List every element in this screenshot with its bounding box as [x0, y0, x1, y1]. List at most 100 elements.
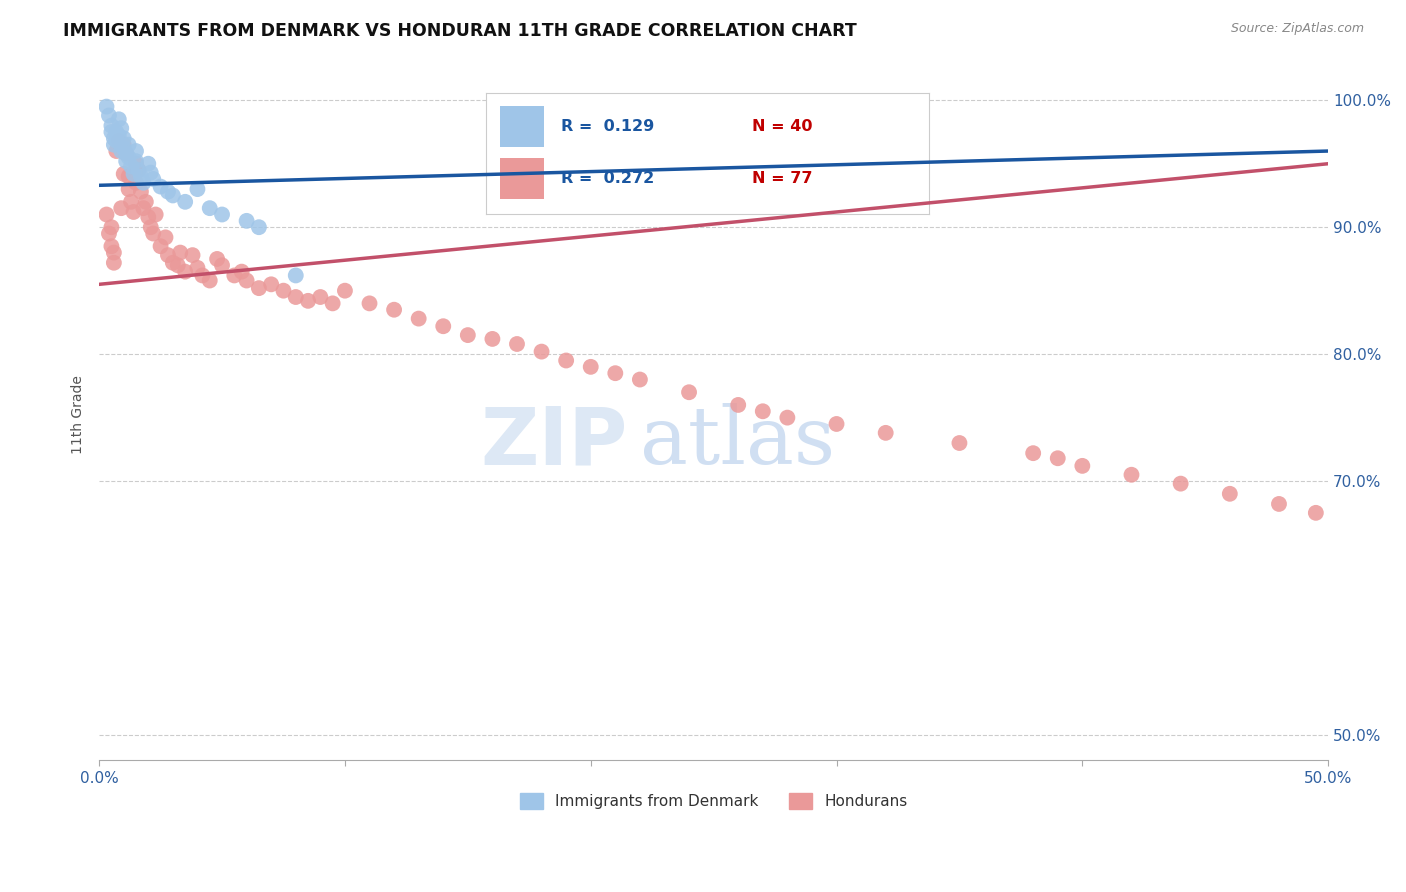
Point: [107, 134, 129, 148]
Point: [260, 277, 283, 292]
Point: [530, 344, 553, 359]
Point: [105, 144, 128, 158]
Point: [231, 265, 253, 279]
Point: [1071, 458, 1094, 473]
Point: [211, 207, 233, 221]
Point: [96, 207, 118, 221]
Point: [555, 95, 578, 110]
Point: [142, 172, 165, 186]
Point: [103, 131, 125, 145]
Point: [457, 328, 479, 343]
Point: [142, 227, 165, 241]
Point: [1268, 497, 1291, 511]
Point: [135, 194, 157, 209]
Point: [506, 337, 529, 351]
Point: [309, 290, 332, 304]
Point: [100, 220, 122, 235]
Point: [125, 157, 148, 171]
Point: [145, 207, 167, 221]
Point: [156, 248, 179, 262]
Point: [100, 239, 122, 253]
Point: [235, 214, 257, 228]
Point: [110, 144, 132, 158]
Point: [1305, 506, 1327, 520]
Point: [432, 319, 454, 334]
Point: [1121, 467, 1143, 482]
Point: [127, 163, 149, 178]
Point: [139, 220, 162, 235]
Point: [112, 131, 135, 145]
Point: [117, 150, 139, 164]
Point: [117, 182, 139, 196]
Point: [97, 227, 120, 241]
Point: [129, 169, 152, 184]
Point: [115, 146, 138, 161]
Point: [481, 332, 503, 346]
Point: [110, 201, 132, 215]
Point: [247, 220, 270, 235]
Point: [825, 417, 848, 431]
Point: [112, 167, 135, 181]
Point: [186, 260, 208, 275]
Point: [776, 410, 799, 425]
Point: [727, 398, 749, 412]
Point: [115, 146, 138, 161]
Point: [174, 194, 197, 209]
Point: [1219, 487, 1241, 501]
Text: atlas: atlas: [640, 403, 835, 481]
Point: [273, 284, 295, 298]
Point: [1170, 476, 1192, 491]
Point: [948, 436, 970, 450]
Point: [115, 154, 138, 169]
Point: [382, 302, 405, 317]
Legend: Immigrants from Denmark, Hondurans: Immigrants from Denmark, Hondurans: [513, 787, 914, 815]
Text: IMMIGRANTS FROM DENMARK VS HONDURAN 11TH GRADE CORRELATION CHART: IMMIGRANTS FROM DENMARK VS HONDURAN 11TH…: [63, 22, 858, 40]
Point: [284, 268, 307, 283]
Point: [100, 119, 122, 133]
Point: [103, 245, 125, 260]
Point: [322, 296, 344, 310]
Point: [122, 167, 145, 181]
Point: [105, 134, 128, 148]
Point: [297, 293, 319, 308]
Point: [103, 137, 125, 152]
Point: [605, 366, 627, 380]
Point: [162, 188, 184, 202]
Point: [359, 296, 381, 310]
Point: [125, 144, 148, 158]
Point: [132, 176, 155, 190]
Point: [678, 385, 700, 400]
Point: [205, 252, 228, 266]
Point: [186, 182, 208, 196]
Point: [97, 108, 120, 122]
Point: [235, 273, 257, 287]
Point: [875, 425, 897, 440]
Point: [1022, 446, 1045, 460]
Point: [162, 256, 184, 270]
Point: [107, 112, 129, 127]
Point: [136, 157, 159, 171]
Point: [117, 169, 139, 184]
Point: [103, 256, 125, 270]
Point: [117, 137, 139, 152]
Point: [198, 273, 221, 287]
Point: [122, 205, 145, 219]
Point: [139, 166, 162, 180]
Point: [110, 121, 132, 136]
Y-axis label: 11th Grade: 11th Grade: [72, 375, 86, 454]
Point: [1046, 451, 1069, 466]
Point: [112, 141, 135, 155]
Point: [136, 210, 159, 224]
Point: [105, 125, 128, 139]
Point: [120, 159, 142, 173]
Point: [129, 185, 152, 199]
Point: [579, 359, 602, 374]
Point: [156, 185, 179, 199]
Point: [247, 281, 270, 295]
Point: [284, 290, 307, 304]
Point: [752, 404, 775, 418]
Text: Source: ZipAtlas.com: Source: ZipAtlas.com: [1230, 22, 1364, 36]
Point: [100, 125, 122, 139]
Point: [125, 176, 148, 190]
Point: [127, 163, 149, 178]
